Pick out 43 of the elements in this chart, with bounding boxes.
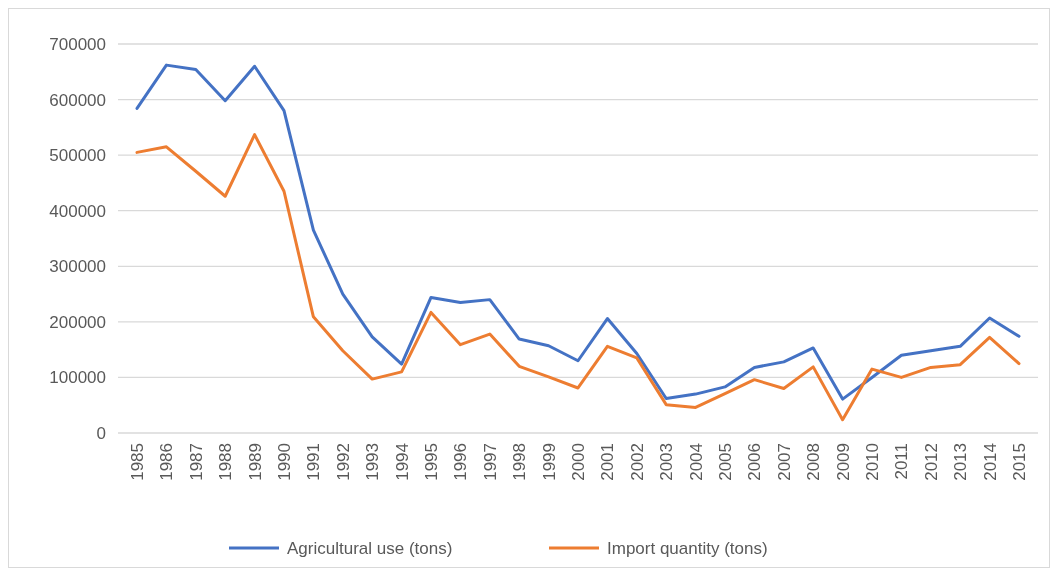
y-tick-label: 700000 (49, 34, 106, 54)
x-tick-label: 1993 (363, 443, 383, 481)
x-tick-label: 1987 (186, 443, 206, 481)
x-tick-label: 1992 (333, 443, 353, 481)
y-tick-label: 500000 (49, 146, 106, 166)
x-tick-label: 1999 (539, 443, 559, 481)
legend-label: Agricultural use (tons) (287, 538, 453, 558)
x-tick-label: 1990 (274, 443, 294, 481)
line-series (135, 63, 1021, 401)
x-tick-label: 1995 (421, 443, 441, 481)
x-tick-label: 1989 (245, 443, 265, 481)
x-tick-label: 2008 (804, 443, 824, 481)
y-tick-label: 300000 (49, 257, 106, 277)
x-tick-label: 2000 (568, 443, 588, 481)
x-tick-label: 1991 (304, 443, 324, 481)
x-tick-label: 1988 (216, 443, 236, 481)
x-tick-label: 2005 (715, 443, 735, 481)
x-tick-label: 2010 (862, 443, 882, 481)
y-tick-label: 200000 (49, 312, 106, 332)
y-tick-label: 0 (96, 423, 106, 443)
x-tick-label: 2001 (598, 443, 618, 481)
line-series (135, 133, 1021, 422)
x-tick-label: 2014 (980, 443, 1000, 481)
x-tick-label: 2011 (892, 443, 912, 480)
y-tick-label: 400000 (49, 201, 106, 221)
y-tick-label: 100000 (49, 368, 106, 388)
y-tick-label: 600000 (49, 90, 106, 110)
x-tick-label: 2004 (686, 443, 706, 481)
x-tick-label: 1997 (480, 443, 500, 481)
x-tick-label: 1986 (157, 443, 177, 481)
x-tick-label: 2002 (627, 443, 647, 481)
x-tick-label: 1996 (451, 443, 471, 481)
x-tick-label: 1994 (392, 443, 412, 481)
x-tick-label: 2012 (921, 443, 941, 481)
x-tick-label: 2015 (1009, 443, 1029, 481)
legend-label: Import quantity (tons) (607, 538, 768, 558)
x-tick-label: 2003 (657, 443, 677, 481)
x-tick-label: 1998 (510, 443, 530, 481)
x-tick-label: 1985 (127, 443, 147, 481)
x-tick-label: 2013 (951, 443, 971, 481)
x-tick-label: 2007 (774, 443, 794, 481)
x-tick-label: 2006 (745, 443, 765, 481)
x-tick-label: 2009 (833, 443, 853, 481)
